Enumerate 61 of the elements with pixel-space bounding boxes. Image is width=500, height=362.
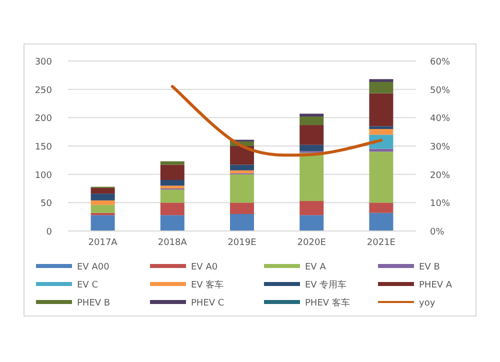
bar: [90, 215, 115, 231]
bar: [230, 202, 254, 214]
legend-label: EV A00: [77, 262, 110, 272]
y-tick-label: 100: [34, 170, 52, 181]
y-tick-label: 150: [34, 142, 52, 152]
legend-label: EV A: [305, 262, 327, 272]
y-tick-label: 50: [40, 199, 52, 210]
bar: [300, 125, 324, 145]
legend-label: PHEV A: [419, 280, 453, 290]
bar: [160, 164, 184, 180]
bar: [369, 82, 394, 94]
bar: [90, 204, 115, 213]
x-tick-label: 2019E: [228, 238, 257, 248]
bar: [230, 146, 254, 165]
x-tick-label: 2020E: [297, 238, 326, 248]
bar: [300, 215, 324, 231]
y-tick-label: 250: [34, 86, 52, 96]
y2-tick-label: 30%: [430, 142, 450, 152]
y2-tick-label: 60%: [430, 58, 450, 68]
bar: [300, 116, 324, 126]
bar: [90, 200, 115, 205]
legend-label: PHEV B: [77, 298, 110, 308]
y-tick-label: 0: [46, 228, 52, 238]
y-tick-label: 300: [34, 58, 52, 68]
bar: [230, 164, 254, 170]
bar: [160, 190, 184, 203]
bar: [230, 214, 254, 231]
x-tick-label: 2021E: [366, 238, 396, 248]
bar: [369, 126, 394, 129]
legend-label: EV B: [419, 262, 440, 272]
bar: [369, 212, 394, 231]
bar: [90, 194, 115, 200]
bar: [300, 114, 324, 117]
bar: [300, 144, 324, 152]
bar: [230, 174, 254, 203]
legend-label: PHEV C: [191, 298, 224, 308]
legend-label: PHEV 客车: [305, 298, 350, 308]
y2-tick-label: 50%: [430, 86, 450, 96]
bar: [90, 188, 115, 194]
bar: [300, 152, 324, 201]
bar: [160, 186, 184, 188]
bar: [160, 180, 184, 186]
legend-label: EV A0: [191, 262, 218, 272]
legend-label: EV 客车: [191, 280, 224, 290]
x-tick-label: 2018A: [158, 238, 188, 248]
legend-label: yoy: [419, 298, 436, 308]
y2-tick-label: 20%: [430, 170, 450, 181]
legend-label: EV 专用车: [305, 280, 347, 290]
bar: [369, 79, 394, 82]
bar: [369, 202, 394, 213]
y2-tick-label: 10%: [430, 199, 450, 210]
bar: [160, 202, 184, 216]
legend-label: EV C: [77, 280, 98, 290]
bar: [160, 215, 184, 231]
y2-tick-label: 0%: [430, 228, 445, 238]
bar: [369, 152, 394, 203]
y2-tick-label: 40%: [430, 114, 450, 124]
x-tick-label: 2017A: [88, 238, 118, 248]
y-tick-label: 200: [34, 114, 52, 124]
bar: [300, 200, 324, 216]
bar: [369, 93, 394, 126]
